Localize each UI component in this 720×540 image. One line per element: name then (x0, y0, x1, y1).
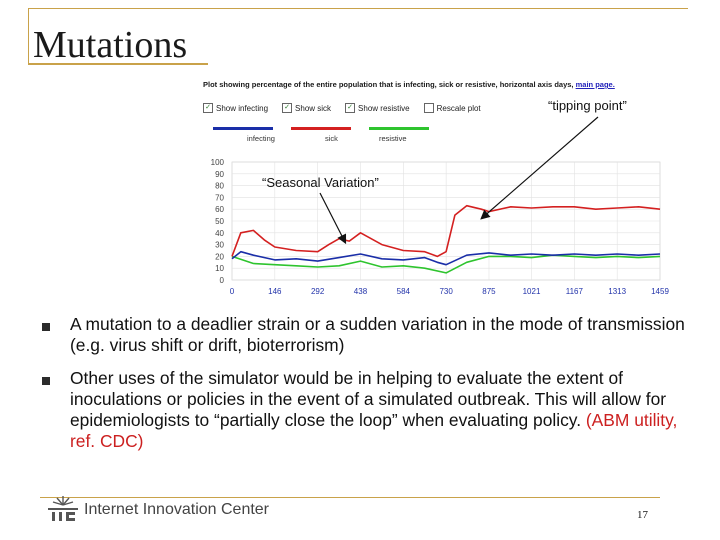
chart-series (231, 204, 661, 274)
checkbox-box[interactable] (423, 103, 434, 113)
bullet-2-body: Other uses of the simulator would be in … (70, 368, 667, 430)
x-tick-label: 730 (439, 287, 453, 296)
rescale-plot-checkbox[interactable]: Rescale plot (423, 103, 481, 113)
x-tick-label: 146 (268, 287, 282, 296)
main-page-link[interactable]: main page. (575, 80, 615, 89)
y-tick-label: 10 (215, 264, 224, 273)
bullet-marker (42, 377, 50, 385)
chart-gridlines (231, 161, 661, 281)
plot-heading-text: Plot showing percentage of the entire po… (203, 80, 553, 89)
bullet-marker (42, 323, 50, 331)
y-tick-label: 60 (215, 205, 224, 214)
y-tick-label: 70 (215, 193, 224, 202)
footer-org-name: Internet Innovation Center (84, 501, 270, 518)
plot-heading-days: days, (554, 80, 574, 89)
y-tick-label: 90 (215, 170, 224, 179)
bullet-text-2: Other uses of the simulator would be in … (70, 368, 690, 452)
title-frame-horizontal (28, 8, 688, 9)
legend-line-resistive (369, 127, 429, 130)
title-frame-vertical (28, 8, 29, 64)
show-infecting-checkbox[interactable]: ✓ Show infecting (203, 103, 268, 113)
show-sick-checkbox[interactable]: ✓ Show sick (282, 103, 331, 113)
checkbox-label: Show infecting (216, 103, 269, 113)
y-tick-label: 40 (215, 229, 224, 238)
x-tick-label: 1459 (651, 287, 669, 296)
bullet-2-reference: (ABM utility, ref. CDC) (70, 410, 678, 451)
x-tick-label: 584 (397, 287, 411, 296)
plot-panel: Plot showing percentage of the entire po… (200, 72, 662, 302)
x-tick-label: 1167 (566, 287, 584, 296)
checkbox-box[interactable]: ✓ (203, 103, 213, 113)
y-tick-label: 50 (215, 217, 224, 226)
y-axis-ticks: 0 10 20 30 40 50 60 70 80 90 100 (211, 158, 225, 285)
show-resistive-checkbox[interactable]: ✓ Show resistive (345, 103, 410, 113)
checkbox-box[interactable]: ✓ (282, 103, 293, 113)
legend-resistive: resistive (379, 134, 407, 143)
checkbox-box[interactable]: ✓ (345, 103, 356, 113)
legend-line-sick (291, 127, 351, 130)
bullet-text-1: A mutation to a deadlier strain or a sud… (70, 314, 690, 356)
series-line-resistive (231, 254, 661, 274)
page-number: 17 (637, 509, 648, 521)
slide-title: Mutations (33, 24, 188, 66)
seasonal-variation-label: “Seasonal Variation” (262, 175, 379, 190)
x-tick-label: 875 (482, 287, 496, 296)
seasonal-variation-arrow (319, 192, 347, 245)
y-tick-label: 30 (215, 241, 224, 250)
legend-line-infecting (213, 127, 273, 130)
tipping-point-label: “tipping point” (548, 98, 627, 113)
x-axis-ticks: 0 146 292 438 584 730 875 1021 1167 1313 1459 (230, 287, 670, 296)
x-tick-label: 438 (354, 287, 368, 296)
checkbox-label: Show resistive (358, 103, 410, 113)
footer-rule (40, 497, 660, 498)
y-tick-label: 0 (220, 276, 225, 285)
x-tick-label: 0 (230, 287, 235, 296)
x-tick-label: 292 (311, 287, 325, 296)
legend-sick: sick (325, 134, 338, 143)
title-underline (28, 63, 208, 65)
series-line-infecting (231, 250, 661, 266)
iic-logo-icon (48, 496, 78, 521)
x-tick-label: 1313 (608, 287, 626, 296)
plot-heading: Plot showing percentage of the entire po… (203, 80, 615, 89)
legend-infecting: infecting (247, 134, 275, 143)
series-line-sick (231, 204, 661, 258)
y-tick-label: 20 (215, 252, 224, 261)
plot-options: ✓ Show infecting ✓ Show sick ✓ Show resisti… (203, 103, 481, 113)
tipping-point-arrow (480, 116, 599, 220)
x-tick-label: 1021 (523, 287, 541, 296)
checkbox-label: Rescale plot (436, 103, 481, 113)
bullet-1-body: A mutation to a deadlier strain or a sud… (70, 314, 685, 355)
checkbox-label: Show sick (295, 103, 332, 113)
y-tick-label: 100 (211, 158, 225, 167)
y-tick-label: 80 (215, 182, 224, 191)
